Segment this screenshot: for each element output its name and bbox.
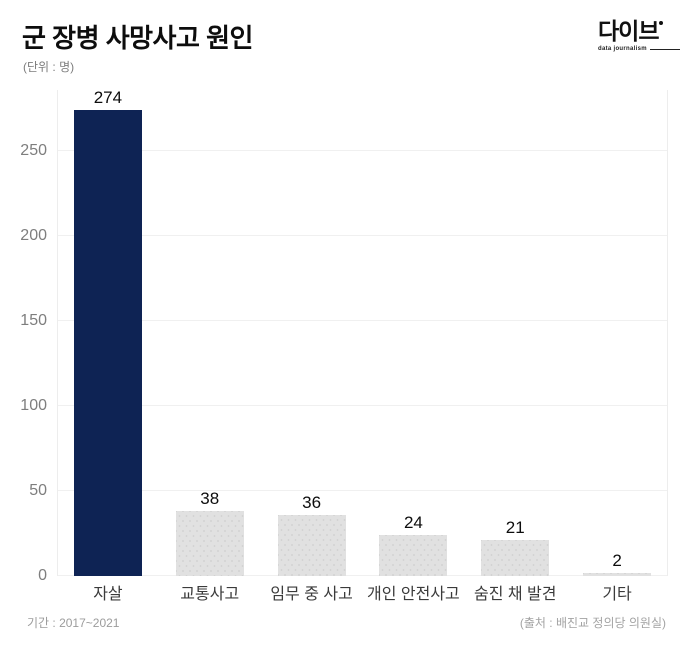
gridline [57,405,668,407]
gridline [57,235,668,237]
source-note: (출처 : 배진교 정의당 의원실) [519,616,666,630]
x-tick-label: 교통사고 [180,586,240,603]
bar-value-label: 274 [93,88,123,108]
logo-wordmark: 다이브 [598,18,659,44]
bar-column-suicide: 274 [57,88,159,576]
bar-others-found-dead [481,540,550,576]
bar-traffic-accident [175,511,244,576]
plot-area: 274 38 36 24 21 2 [57,88,668,576]
y-tick-label: 150 [20,312,47,330]
bar-column-other: 2 [566,551,668,576]
bar-column-found-dead: 21 [464,518,566,576]
dive-logo: 다이브 data journalism [598,20,680,52]
gridline [57,320,668,322]
y-tick-label: 50 [29,482,47,499]
unit-label: (단위 : 명) [23,60,75,74]
bar-column-duty-accident: 36 [261,493,363,576]
bar-value-label: 21 [505,518,525,538]
x-tick-label: 임무 중 사고 [270,586,353,603]
bar-value-label: 2 [612,550,622,570]
logo-tagline: data journalism [598,46,647,52]
bar-column-personal-safety-accident: 24 [362,513,464,576]
bar-column-traffic-accident: 38 [159,489,261,576]
period-note: 기간 : 2017~2021 [27,616,120,630]
bar-duty-accident [277,514,346,576]
y-tick-label: 200 [20,227,47,245]
page-title: 군 장병 사망사고 원인 [22,23,253,53]
plot-left-border [57,90,58,576]
bar-value-label: 36 [302,492,322,512]
gridline [57,490,668,491]
y-axis: 0 50 100 150 200 250 [0,90,47,584]
y-tick-label: 0 [38,567,47,584]
gridline [57,575,668,576]
logo-rule [649,48,680,50]
plot-right-border [667,90,668,576]
bars-group: 274 38 36 24 21 2 [57,88,668,576]
bar-personal-safety-accident [379,535,448,576]
bar-value-label: 24 [403,513,423,533]
x-axis-labels: 자살 교통사고 임무 중 사고 개인 안전사고 숨진 채 발견 기타 [57,580,668,604]
y-tick-label: 100 [20,397,47,415]
gridline [57,150,668,152]
bar-value-label: 38 [200,489,220,509]
x-tick-label: 자살 [93,586,123,603]
logo-dot-icon [659,21,664,25]
x-tick-label: 기타 [602,586,632,603]
bar-suicide [73,110,142,576]
bar-other [583,572,652,576]
y-tick-label: 250 [20,142,47,160]
x-tick-label: 숨진 채 발견 [473,586,557,603]
x-tick-label: 개인 안전사고 [367,586,460,603]
